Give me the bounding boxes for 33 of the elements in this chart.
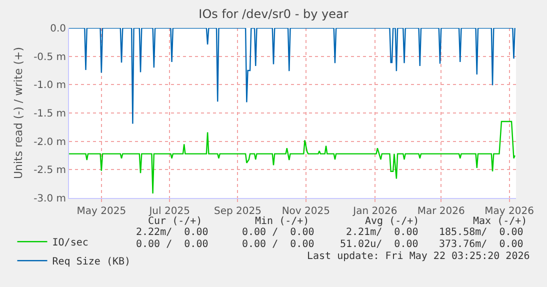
text: 185.58m/ 0.00 [439,227,524,238]
text: 0.00 / 0.00 [242,227,314,238]
y-tick-label: -1.5 m [34,108,66,120]
text: Avg (-/+) [365,216,420,227]
text: 2.21m/ 0.00 [346,227,418,238]
text: Min (-/+) [255,216,310,227]
x-tick-label: Sep 2025 [214,206,262,217]
text: 373.76m/ 0.00 [439,239,524,250]
x-tick-label: Jan 2026 [352,206,398,217]
y-tick-label: -3.0 m [34,194,66,204]
line-series [69,28,516,124]
x-tick-label: Nov 2025 [282,206,330,217]
y-tick-label: -1.0 m [34,80,66,92]
text: Max (-/+) [473,216,528,227]
y-tick-label: -2.0 m [34,136,66,148]
text: Last update: Fri May 22 03:25:20 2026 [307,251,530,262]
text: 51.02u/ 0.00 [340,239,418,250]
text: 0.00 / 0.00 [136,239,208,250]
legend-label: Req Size (KB) [52,256,131,268]
text: Cur (-/+) [148,216,202,227]
x-tick-label: May 2025 [76,206,126,217]
x-tick-label: May 2026 [484,206,534,217]
x-tick-label: Jul 2025 [148,206,190,217]
chart-title: IOs for /dev/sr0 - by year [198,7,348,22]
y-tick-label: -0.5 m [34,52,66,63]
text: 0.00 / 0.00 [242,239,314,250]
line-series [69,120,516,194]
x-tick-label: Mar 2026 [417,206,465,217]
y-axis-title: Units read (-) / write (+) [12,46,26,180]
y-tick-label: 0.0 [50,24,66,34]
y-tick-label: -2.5 m [34,165,66,176]
legend-label: IO/sec [52,238,88,249]
text: 2.22m/ 0.00 [136,227,208,238]
